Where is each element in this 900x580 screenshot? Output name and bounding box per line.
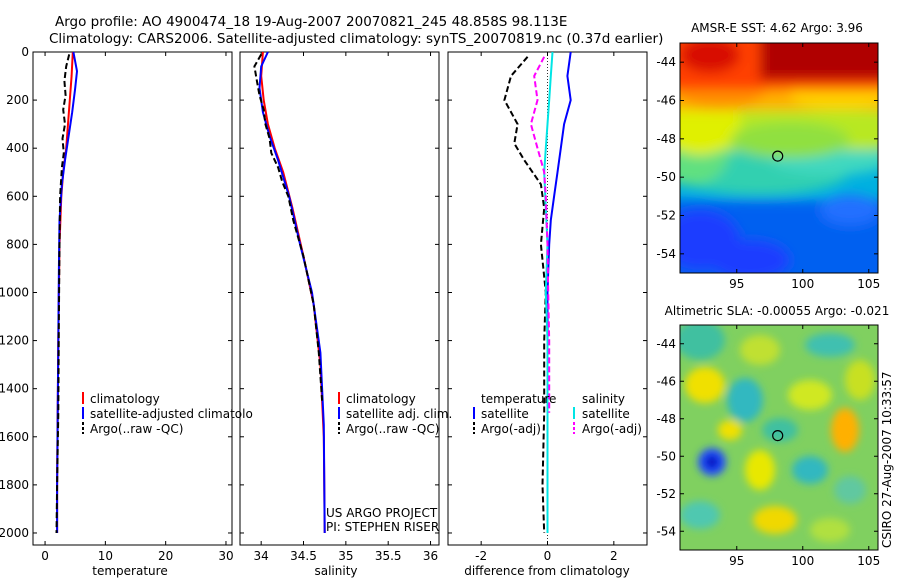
x-tick-label: 0 <box>41 549 49 563</box>
difference-legend: temperature satellite Argo(-adj) salinit… <box>473 392 642 436</box>
series-line-climatology <box>260 51 326 534</box>
sst-map-frame <box>679 42 879 274</box>
latitude-tick-label: -44 <box>656 337 676 351</box>
x-tick-label: 34 <box>254 549 269 563</box>
legend-temperature-title: temperature <box>481 392 556 406</box>
salinity-profile-panel: 34 34.5 35 35.5 36 salinity climatology sate… <box>239 51 452 578</box>
longitude-tick-label: 105 <box>857 554 880 568</box>
series-line-temperature-satellite <box>546 51 572 533</box>
legend-salinity-title: salinity <box>582 392 625 406</box>
legend-argo-label: Argo(..raw -QC) <box>90 422 183 436</box>
x-tick-label: 2 <box>610 549 618 563</box>
longitude-tick-label: 100 <box>791 277 814 291</box>
legend-temp-satellite-label: satellite <box>481 407 529 421</box>
longitude-tick-label: 105 <box>857 277 880 291</box>
legend-temp-argo-label: Argo(-adj) <box>481 422 541 436</box>
x-tick-label: 0 <box>544 549 552 563</box>
temperature-profile-panel: 0 200 400 600 800 1000 1200 1400 1600 1800 2000 0 1… <box>0 45 253 578</box>
latitude-tick-label: -52 <box>656 487 676 501</box>
x-tick-label: 36 <box>423 549 438 563</box>
latitude-tick-label: -48 <box>656 412 676 426</box>
latitude-tick-label: -44 <box>656 55 676 69</box>
sla-heatmap <box>680 325 878 550</box>
depth-tick-label: 800 <box>6 237 29 251</box>
sst-heatmap <box>680 43 878 273</box>
latitude-tick-label: -46 <box>656 94 676 108</box>
csiro-timestamp: CSIRO 27-Aug-2007 10:33:57 <box>880 372 894 548</box>
depth-tick-label: 1000 <box>0 285 29 299</box>
depth-tick-label: 200 <box>6 93 29 107</box>
series-line-argo-raw-qc <box>253 53 324 401</box>
legend-sal-argo-label: Argo(-adj) <box>582 422 642 436</box>
depth-tick-label: 0 <box>21 45 29 59</box>
salinity-axes-box <box>239 51 440 546</box>
temperature-xlabel: temperature <box>92 564 167 578</box>
legend-climatology-label: climatology <box>90 392 160 406</box>
series-line-salinity-argo-adj <box>529 56 551 413</box>
series-line-temperature-argo-adj <box>503 56 547 534</box>
legend-satellite-adj-label: satellite adj. clim. <box>346 407 452 421</box>
sla-map-panel: Altimetric SLA: -0.00055 Argo: -0.021 <box>656 304 889 568</box>
figure-title-line1: Argo profile: AO 4900474_18 19-Aug-2007 … <box>55 14 567 30</box>
legend-sal-satellite-label: satellite <box>582 407 630 421</box>
legend-climatology-label: climatology <box>346 392 416 406</box>
series-line-satellite-adjusted-climatolo <box>56 51 78 533</box>
figure-title-line2: Climatology: CARS2006. Satellite-adjuste… <box>49 31 663 47</box>
difference-xlabel: difference from climatology <box>464 564 630 578</box>
sla-map-title: Altimetric SLA: -0.00055 Argo: -0.021 <box>665 304 890 318</box>
latitude-tick-label: -50 <box>656 449 676 463</box>
argo-float-position-marker <box>772 430 784 442</box>
depth-tick-label: 1600 <box>0 430 29 444</box>
depth-tick-label: 1800 <box>0 478 29 492</box>
latitude-tick-label: -48 <box>656 132 676 146</box>
x-tick-label: 35.5 <box>375 549 402 563</box>
salinity-xlabel: salinity <box>314 564 357 578</box>
series-line-argo-raw-qc <box>55 54 71 534</box>
latitude-tick-label: -52 <box>656 209 676 223</box>
depth-tick-label: 1200 <box>0 334 29 348</box>
x-tick-label: 34.5 <box>290 549 317 563</box>
longitude-tick-label: 100 <box>791 554 814 568</box>
salinity-legend: climatology satellite adj. clim. Argo(..… <box>338 392 452 436</box>
legend-argo-label: Argo(..raw -QC) <box>346 422 439 436</box>
legend-satellite-adjusted-label: satellite-adjusted climatolo <box>90 407 253 421</box>
latitude-tick-label: -54 <box>656 524 676 538</box>
series-line-satellite-adj-clim <box>258 51 326 534</box>
depth-tick-label: 400 <box>6 141 29 155</box>
difference-profile-panel: -2 0 2 difference from climatology tempera… <box>447 51 648 578</box>
temperature-legend: climatology satellite-adjusted climatolo… <box>82 392 253 436</box>
sst-map-title: AMSR-E SST: 4.62 Argo: 3.96 <box>691 21 863 35</box>
latitude-tick-label: -46 <box>656 374 676 388</box>
depth-tick-label: 600 <box>6 189 29 203</box>
latitude-tick-label: -54 <box>656 247 676 261</box>
sst-map-panel: AMSR-E SST: 4.62 Argo: 3.96 <box>656 21 880 291</box>
x-tick-label: 10 <box>98 549 113 563</box>
depth-tick-label: 2000 <box>0 526 29 540</box>
depth-tick-label: 1400 <box>0 382 29 396</box>
project-annotation-line1: US ARGO PROJECT <box>326 506 438 520</box>
temperature-axes-box <box>32 51 233 546</box>
sla-map-frame <box>679 324 879 551</box>
longitude-tick-label: 95 <box>729 277 744 291</box>
x-tick-label: -2 <box>475 549 487 563</box>
x-tick-label: 20 <box>158 549 173 563</box>
x-tick-label: 35 <box>338 549 353 563</box>
longitude-tick-label: 95 <box>729 554 744 568</box>
x-tick-label: 30 <box>218 549 233 563</box>
latitude-tick-label: -50 <box>656 170 676 184</box>
argo-float-position-marker <box>772 150 784 162</box>
project-annotation-line2: PI: STEPHEN RISER <box>326 520 439 534</box>
